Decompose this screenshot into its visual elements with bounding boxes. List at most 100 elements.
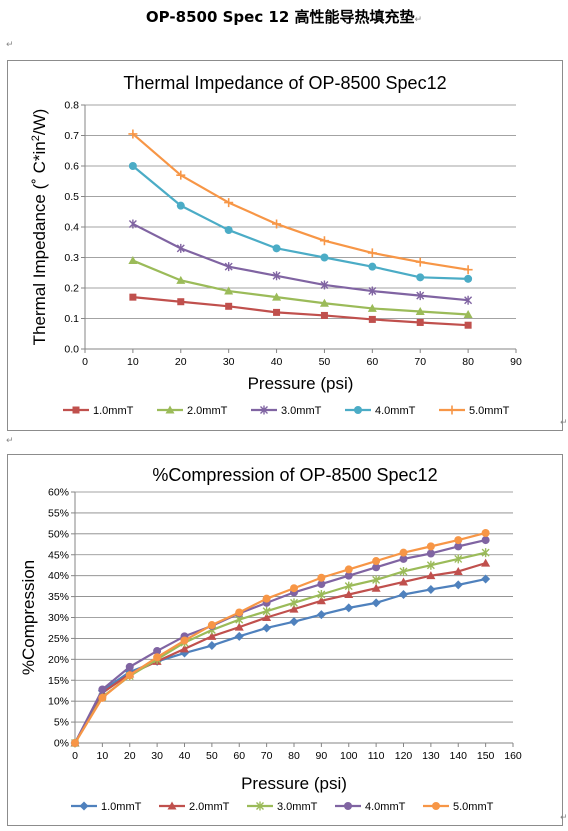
- data-point: [272, 244, 281, 253]
- data-point: [368, 315, 376, 323]
- data-point: [464, 295, 473, 305]
- data-point: [79, 801, 89, 811]
- x-tick-label: 20: [175, 356, 187, 368]
- paragraph-mark: ↵: [6, 436, 14, 446]
- data-point: [207, 641, 217, 651]
- data-point: [317, 580, 326, 589]
- legend-label: 5.0mmT: [453, 801, 494, 813]
- data-point: [368, 286, 377, 296]
- data-point: [481, 528, 490, 537]
- data-point: [432, 802, 440, 810]
- data-point: [371, 598, 381, 608]
- data-point: [344, 571, 353, 580]
- legend-entry: 5.0mmT: [439, 405, 510, 417]
- x-tick-label: 30: [151, 750, 163, 762]
- data-point: [464, 321, 472, 329]
- legend-entry: 1.0mmT: [63, 405, 134, 417]
- data-point: [399, 554, 408, 563]
- data-point: [426, 584, 436, 594]
- data-point: [426, 542, 435, 551]
- paragraph-mark: ↵: [414, 15, 423, 25]
- x-tick-label: 30: [223, 356, 235, 368]
- data-point: [207, 621, 216, 630]
- data-point: [453, 566, 463, 575]
- y-tick-label: 30%: [48, 612, 69, 624]
- data-point: [463, 265, 473, 275]
- data-point: [289, 604, 299, 613]
- data-point: [180, 644, 189, 653]
- data-point: [316, 596, 326, 605]
- data-point: [344, 581, 353, 591]
- legend-entry: 4.0mmT: [345, 405, 416, 417]
- series-4.0mmT: [71, 536, 490, 747]
- data-point: [176, 170, 186, 180]
- y-tick-label: 0.5: [64, 191, 79, 203]
- data-point: [234, 631, 244, 641]
- legend-label: 4.0mmT: [365, 801, 406, 813]
- data-point: [372, 563, 381, 572]
- data-point: [316, 610, 326, 620]
- data-point: [416, 273, 425, 282]
- y-tick-label: 0.7: [64, 130, 79, 142]
- chart-title: %Compression of OP-8500 Spec12: [152, 465, 437, 485]
- document-title: OP-8500 Spec 12 高性能导热填充垫↵: [0, 6, 568, 27]
- data-point: [98, 685, 107, 694]
- data-point: [416, 291, 425, 301]
- data-point: [262, 594, 271, 603]
- compression-chart-frame: %Compression of OP-8500 Spec12 0% 5% 10% 15%…: [7, 454, 563, 826]
- paragraph-mark: ↵: [560, 418, 568, 428]
- x-tick-label: 50: [319, 356, 331, 368]
- data-point: [256, 801, 264, 811]
- y-tick-label: 0.3: [64, 252, 79, 264]
- data-point: [71, 739, 79, 747]
- y-tick-label: 50%: [48, 528, 69, 540]
- data-point: [344, 589, 354, 598]
- paragraph-mark: ↵: [6, 40, 14, 50]
- series-5.0mmT: [71, 528, 490, 747]
- data-point: [399, 548, 408, 557]
- data-point: [415, 257, 425, 267]
- y-tick-label: 40%: [48, 570, 69, 582]
- data-point: [129, 293, 137, 301]
- data-point: [463, 310, 473, 319]
- legend-entry: 3.0mmT: [247, 801, 318, 813]
- y-tick-label: 0.0: [64, 344, 79, 356]
- data-point: [319, 236, 329, 246]
- data-point: [447, 405, 457, 415]
- x-tick-label: 10: [97, 750, 109, 762]
- y-axis-label-part: Thermal Impedance (˚ C*in: [30, 141, 49, 345]
- series-line: [132, 165, 469, 280]
- data-point: [371, 583, 381, 592]
- data-point: [317, 589, 326, 599]
- legend-entry: 2.0mmT: [159, 801, 230, 813]
- data-point: [453, 580, 463, 590]
- legend-entry: 2.0mmT: [157, 405, 228, 417]
- legend-label: 1.0mmT: [93, 405, 134, 417]
- series-5.0mmT: [128, 129, 473, 275]
- x-tick-label: 80: [288, 750, 300, 762]
- legend-entry: 1.0mmT: [71, 801, 142, 813]
- data-point: [128, 219, 137, 229]
- series-2.0mmT: [70, 558, 491, 747]
- data-point: [290, 598, 298, 608]
- data-point: [72, 406, 80, 414]
- x-tick-label: 60: [366, 356, 378, 368]
- data-point: [317, 573, 326, 582]
- legend-label: 1.0mmT: [101, 801, 142, 813]
- data-point: [262, 613, 272, 621]
- data-point: [128, 162, 137, 170]
- chart-title: Thermal Impedance of OP-8500 Spec12: [123, 73, 446, 93]
- data-point: [262, 623, 272, 633]
- x-tick-label: 70: [414, 356, 426, 368]
- legend-entry: 3.0mmT: [251, 405, 322, 417]
- x-tick-label: 40: [271, 356, 283, 368]
- data-point: [224, 198, 234, 208]
- legend-label: 2.0mmT: [187, 405, 228, 417]
- data-point: [260, 405, 268, 415]
- data-point: [320, 280, 329, 290]
- y-tick-label: 5%: [54, 717, 69, 729]
- data-point: [224, 262, 233, 272]
- legend-label: 3.0mmT: [281, 405, 322, 417]
- data-point: [153, 653, 162, 662]
- x-tick-label: 80: [462, 356, 474, 368]
